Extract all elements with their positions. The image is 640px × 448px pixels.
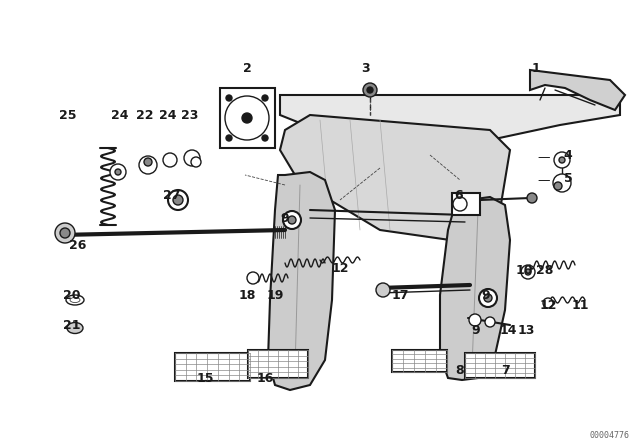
Polygon shape xyxy=(440,197,510,380)
Circle shape xyxy=(247,272,259,284)
Bar xyxy=(220,88,275,148)
Text: 5: 5 xyxy=(564,172,572,185)
Ellipse shape xyxy=(67,323,83,333)
Circle shape xyxy=(527,193,537,203)
Circle shape xyxy=(543,298,553,308)
Bar xyxy=(392,350,447,372)
Circle shape xyxy=(469,314,481,326)
Text: 9: 9 xyxy=(472,323,480,336)
Text: 18: 18 xyxy=(238,289,256,302)
Text: 21: 21 xyxy=(63,319,81,332)
Text: 14: 14 xyxy=(499,323,516,336)
Circle shape xyxy=(559,157,565,163)
Bar xyxy=(465,353,535,378)
Circle shape xyxy=(367,87,373,93)
Circle shape xyxy=(144,158,152,166)
Circle shape xyxy=(525,269,531,275)
Text: 16: 16 xyxy=(256,371,274,384)
Text: 15: 15 xyxy=(196,371,214,384)
Text: 20: 20 xyxy=(63,289,81,302)
Text: 10: 10 xyxy=(515,263,532,276)
Circle shape xyxy=(55,223,75,243)
Circle shape xyxy=(184,150,200,166)
Circle shape xyxy=(226,135,232,141)
Text: 7: 7 xyxy=(502,363,510,376)
Circle shape xyxy=(376,283,390,297)
Circle shape xyxy=(168,190,188,210)
Circle shape xyxy=(363,83,377,97)
Text: 25: 25 xyxy=(60,108,77,121)
Circle shape xyxy=(225,96,269,140)
Polygon shape xyxy=(530,70,625,110)
Circle shape xyxy=(139,156,157,174)
Text: 9: 9 xyxy=(482,289,490,302)
Text: 4: 4 xyxy=(564,148,572,161)
Text: 3: 3 xyxy=(361,61,369,74)
Text: 19: 19 xyxy=(266,289,284,302)
Text: 6: 6 xyxy=(454,189,463,202)
Circle shape xyxy=(553,174,571,192)
Bar xyxy=(452,193,480,215)
Circle shape xyxy=(173,195,183,205)
Circle shape xyxy=(163,153,177,167)
Circle shape xyxy=(262,95,268,101)
Polygon shape xyxy=(280,95,620,145)
Text: 9: 9 xyxy=(281,211,289,224)
Text: 12: 12 xyxy=(332,262,349,275)
Text: 22: 22 xyxy=(136,108,154,121)
Bar xyxy=(175,353,250,381)
Text: 2: 2 xyxy=(243,61,252,74)
Circle shape xyxy=(226,95,232,101)
Bar xyxy=(248,350,308,378)
Circle shape xyxy=(283,211,301,229)
Circle shape xyxy=(262,135,268,141)
Circle shape xyxy=(479,289,497,307)
Circle shape xyxy=(485,317,495,327)
Text: 1: 1 xyxy=(532,61,540,74)
Text: —: — xyxy=(538,173,555,186)
Polygon shape xyxy=(280,115,510,240)
Text: 13: 13 xyxy=(517,323,534,336)
Circle shape xyxy=(484,294,492,302)
Text: 27: 27 xyxy=(163,189,180,202)
Text: 8: 8 xyxy=(456,363,464,376)
Circle shape xyxy=(288,216,296,224)
Circle shape xyxy=(110,164,126,180)
Text: 24: 24 xyxy=(111,108,129,121)
Circle shape xyxy=(521,265,535,279)
Text: 26: 26 xyxy=(69,238,86,251)
Circle shape xyxy=(554,182,562,190)
Polygon shape xyxy=(268,172,335,390)
Text: 28: 28 xyxy=(536,263,554,276)
Text: 23: 23 xyxy=(181,108,198,121)
Text: 11: 11 xyxy=(572,298,589,311)
Circle shape xyxy=(115,169,121,175)
Circle shape xyxy=(554,152,570,168)
Text: —: — xyxy=(538,151,555,164)
Text: 24: 24 xyxy=(159,108,177,121)
Circle shape xyxy=(453,197,467,211)
Text: 00004776: 00004776 xyxy=(590,431,630,439)
Circle shape xyxy=(242,113,252,123)
Circle shape xyxy=(60,228,70,238)
Circle shape xyxy=(191,157,201,167)
Text: 12: 12 xyxy=(540,298,557,311)
Text: 17: 17 xyxy=(391,289,409,302)
